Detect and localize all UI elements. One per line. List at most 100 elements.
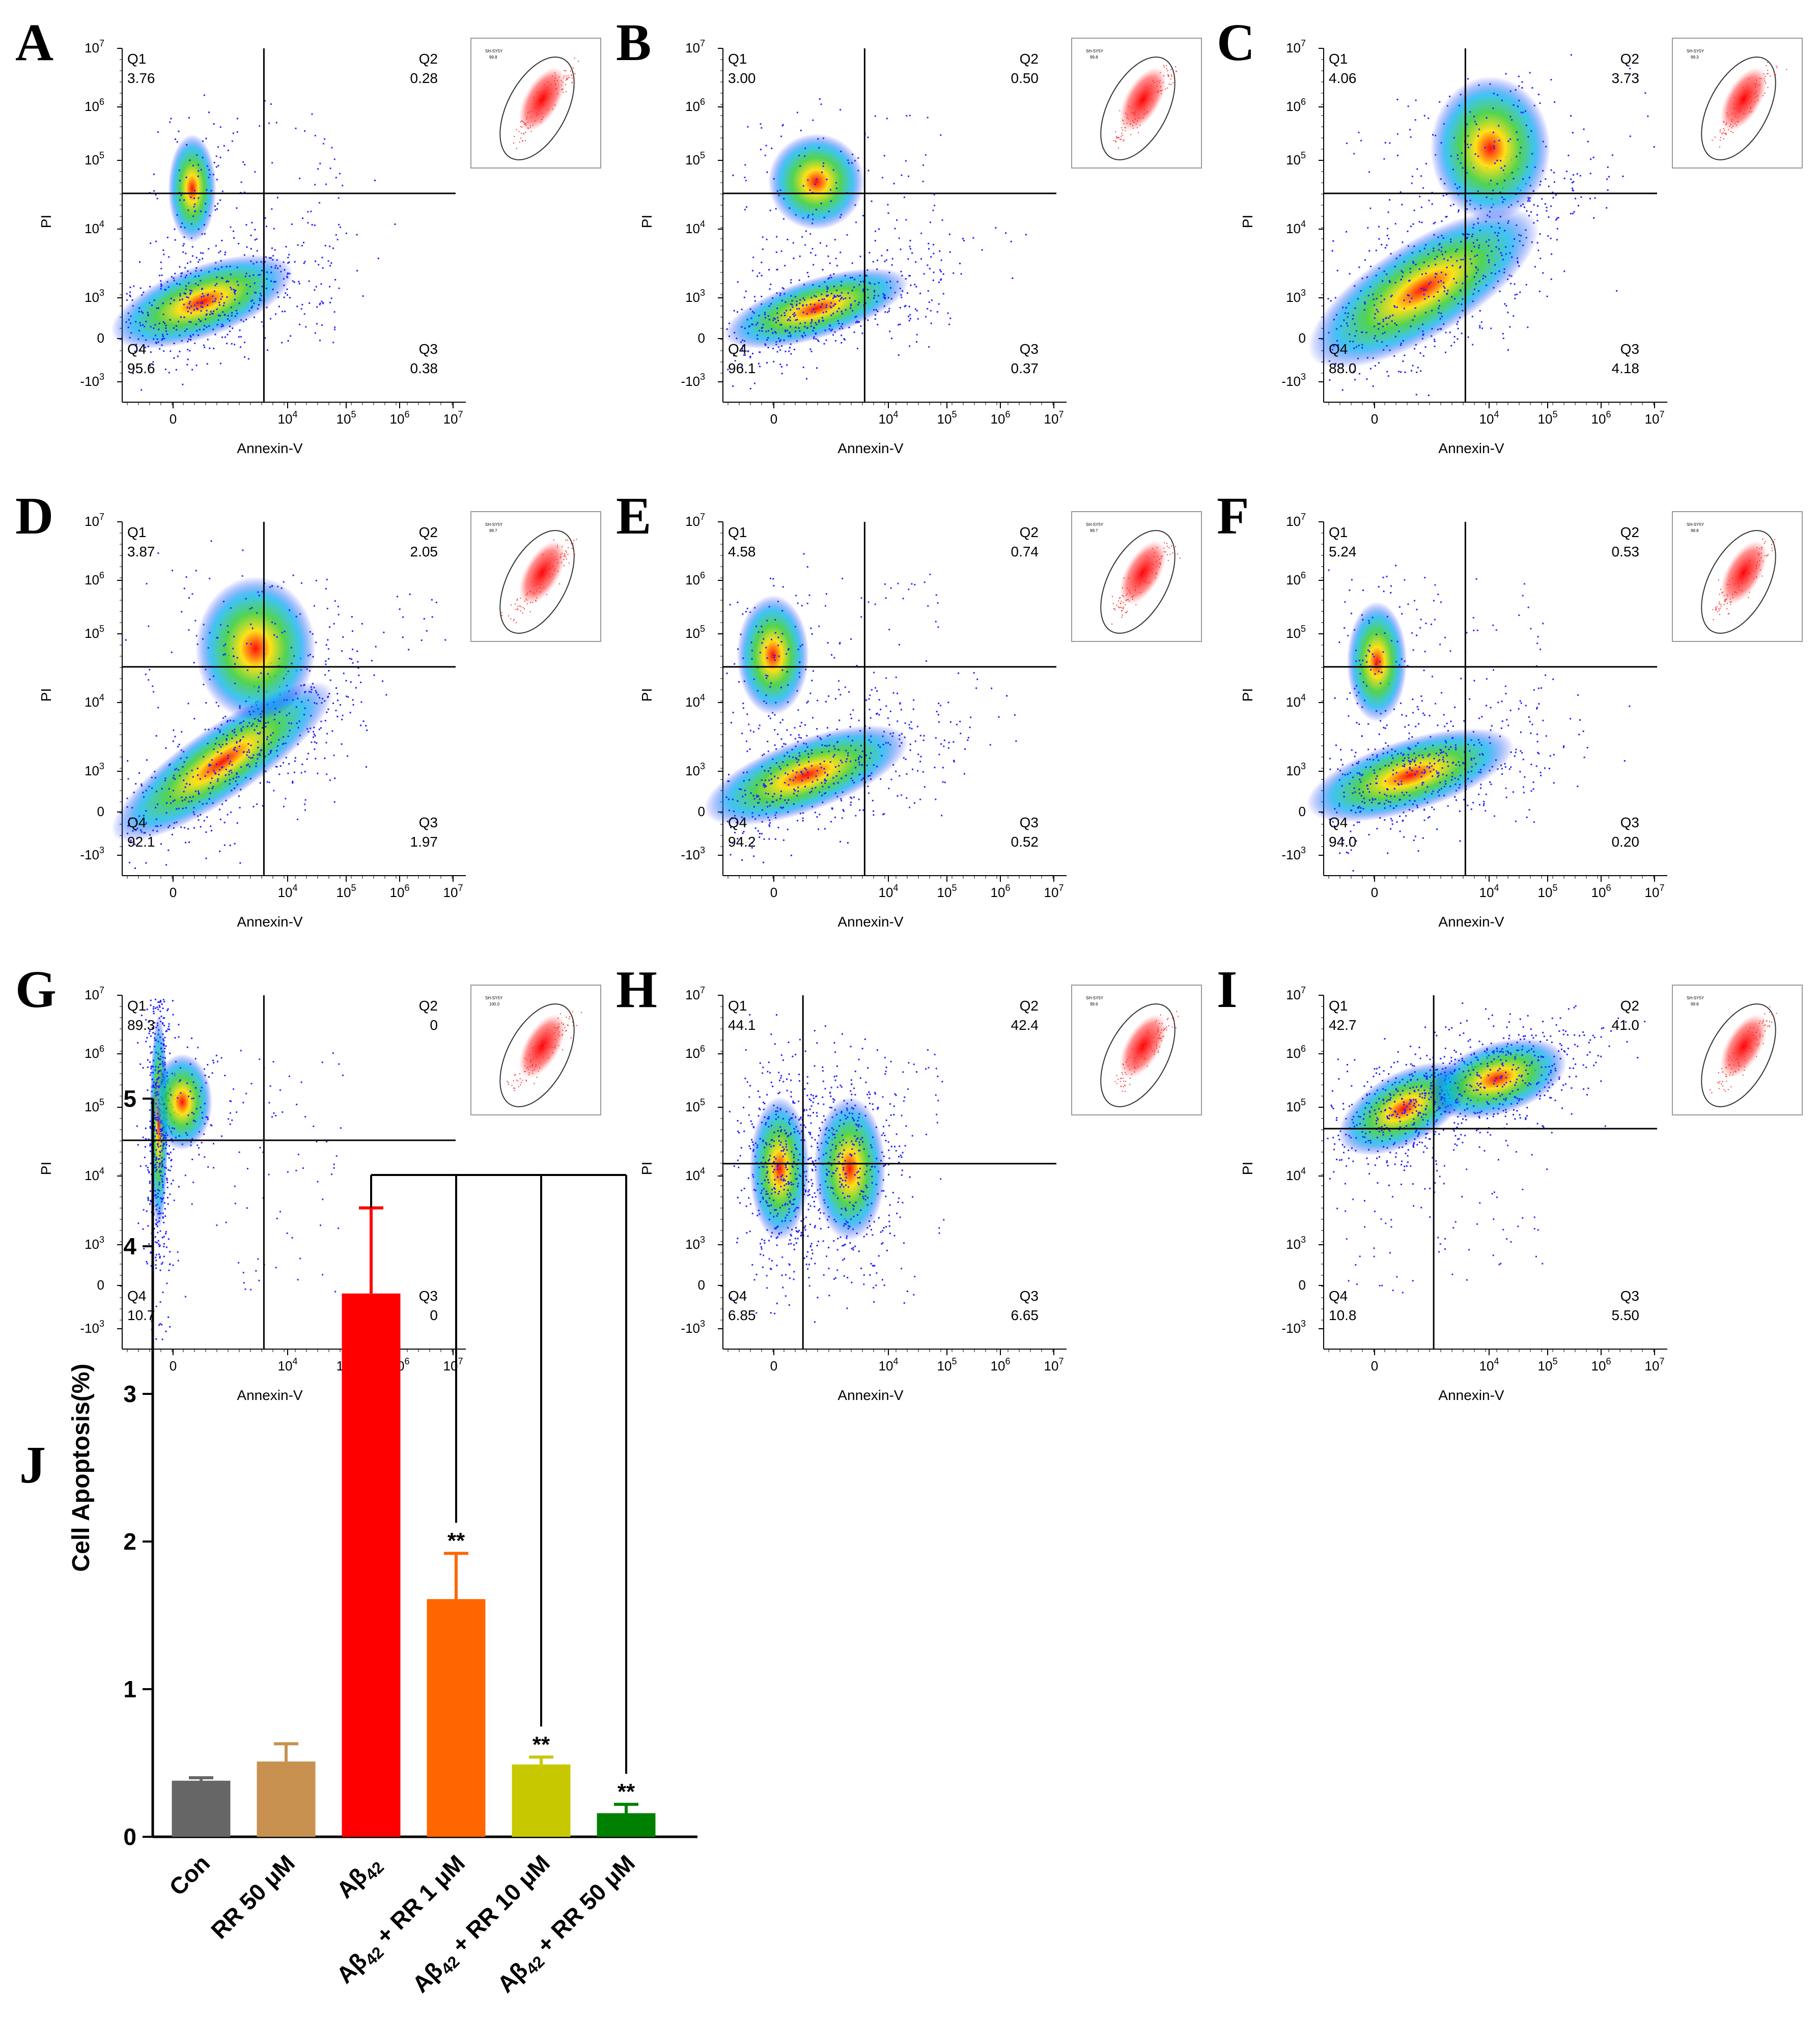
event-dot bbox=[314, 702, 316, 704]
event-dot bbox=[932, 244, 934, 246]
event-dot bbox=[217, 146, 219, 148]
event-dot bbox=[168, 764, 170, 766]
event-dot bbox=[1418, 221, 1420, 223]
event-dot bbox=[1367, 788, 1369, 790]
event-dot bbox=[890, 287, 892, 289]
event-dot bbox=[148, 786, 150, 788]
event-dot bbox=[189, 783, 191, 786]
x-tick-label: 0 bbox=[1371, 411, 1378, 427]
event-dot bbox=[222, 325, 224, 327]
event-dot bbox=[283, 581, 285, 583]
event-dot bbox=[1488, 261, 1490, 263]
event-dot bbox=[783, 339, 785, 341]
event-dot bbox=[899, 745, 901, 747]
gate-dot bbox=[565, 550, 567, 552]
inset-value: 99.8 bbox=[1090, 55, 1098, 60]
event-dot bbox=[197, 815, 199, 817]
gate-dot bbox=[1123, 140, 1124, 142]
event-dot bbox=[876, 301, 878, 303]
event-dot bbox=[1444, 780, 1446, 782]
event-dot bbox=[174, 778, 176, 780]
gate-dot bbox=[1730, 124, 1731, 125]
event-dot bbox=[793, 803, 795, 805]
event-dot bbox=[1393, 355, 1395, 357]
event-dot bbox=[206, 313, 208, 315]
event-dot bbox=[1413, 752, 1415, 754]
gate-dot bbox=[1755, 96, 1756, 98]
event-dot bbox=[1530, 130, 1532, 132]
event-dot bbox=[232, 777, 234, 779]
event-dot bbox=[1548, 185, 1550, 187]
event-dot bbox=[870, 717, 872, 719]
event-dot bbox=[768, 330, 770, 332]
x-axis-title: Annexin-V bbox=[837, 914, 904, 930]
gate-dot bbox=[535, 107, 536, 109]
event-dot bbox=[815, 254, 817, 256]
event-dot bbox=[1552, 197, 1554, 199]
event-dot bbox=[1351, 749, 1353, 751]
event-dot bbox=[299, 735, 301, 737]
event-dot bbox=[1329, 758, 1331, 760]
event-dot bbox=[883, 294, 885, 296]
event-dot bbox=[200, 302, 202, 304]
event-dot bbox=[1515, 89, 1517, 91]
event-dot bbox=[261, 749, 263, 751]
event-dot bbox=[1378, 328, 1380, 330]
event-dot bbox=[196, 330, 198, 332]
event-dot bbox=[1489, 770, 1491, 772]
gate-dot bbox=[546, 572, 548, 574]
event-dot bbox=[768, 305, 770, 307]
event-dot bbox=[1412, 319, 1414, 321]
event-dot bbox=[374, 179, 376, 181]
event-dot bbox=[825, 306, 827, 309]
event-dot bbox=[1531, 87, 1533, 89]
event-dot bbox=[905, 759, 907, 761]
event-dot bbox=[914, 308, 916, 310]
event-dot bbox=[761, 330, 763, 332]
q2-label: Q2 bbox=[419, 524, 438, 540]
event-dot bbox=[850, 638, 852, 640]
event-dot bbox=[265, 226, 267, 228]
event-dot bbox=[221, 744, 223, 746]
event-dot bbox=[834, 340, 836, 342]
event-dot bbox=[755, 784, 758, 786]
event-dot bbox=[135, 344, 137, 346]
event-dot bbox=[795, 745, 797, 747]
event-dot bbox=[885, 597, 887, 599]
event-dot bbox=[1546, 295, 1548, 297]
event-dot bbox=[1538, 703, 1540, 705]
event-dot bbox=[431, 599, 433, 601]
event-dot bbox=[1382, 332, 1384, 334]
event-dot bbox=[749, 355, 751, 357]
event-dot bbox=[149, 302, 151, 304]
event-dot bbox=[1380, 295, 1382, 297]
event-dot bbox=[1352, 341, 1354, 343]
event-dot bbox=[1437, 791, 1439, 793]
event-dot bbox=[1392, 773, 1394, 775]
event-dot bbox=[1463, 720, 1465, 722]
gate-dot bbox=[525, 131, 526, 133]
event-dot bbox=[231, 288, 233, 290]
event-dot bbox=[767, 806, 769, 808]
gate-dot bbox=[1746, 89, 1747, 91]
event-dot bbox=[320, 720, 322, 722]
event-dot bbox=[895, 770, 897, 772]
event-dot bbox=[1500, 160, 1502, 162]
event-dot bbox=[131, 299, 133, 301]
event-dot bbox=[1466, 200, 1468, 202]
event-dot bbox=[1467, 771, 1469, 773]
event-dot bbox=[220, 260, 222, 262]
gate-dot bbox=[1151, 85, 1152, 87]
event-dot bbox=[153, 299, 155, 301]
event-dot bbox=[229, 265, 231, 267]
event-dot bbox=[881, 754, 883, 757]
gate-dot bbox=[1117, 606, 1119, 607]
gate-dot bbox=[523, 133, 524, 134]
event-dot bbox=[187, 358, 189, 360]
event-dot bbox=[927, 308, 929, 310]
event-dot bbox=[1434, 340, 1436, 342]
event-dot bbox=[876, 268, 878, 270]
gate-dot bbox=[1730, 131, 1732, 132]
event-dot bbox=[1356, 772, 1358, 774]
event-dot bbox=[1498, 125, 1500, 127]
